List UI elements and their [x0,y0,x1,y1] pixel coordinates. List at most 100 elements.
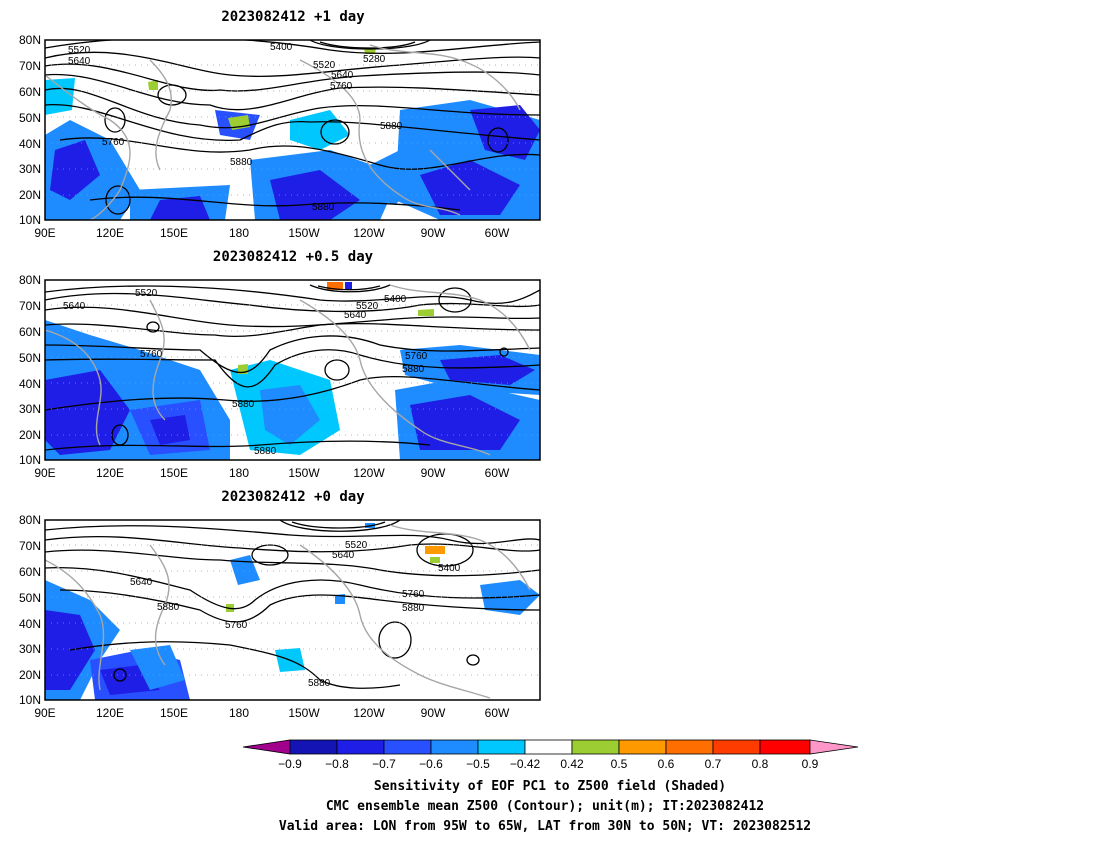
lat-tick: 50N [19,591,41,605]
lat-tick: 10N [19,213,41,227]
colorbar-swatch [289,739,338,755]
lon-tick: 90E [34,466,55,480]
colorbar-tick: 0.6 [658,757,675,771]
colorbar-tick: 0.42 [560,757,584,771]
colorbar-tick: 0.7 [705,757,722,771]
lon-tick: 150E [160,466,188,480]
contour-labels: 5520 5640 5760 5880 5880 5400 5520 5640 … [63,288,428,457]
colorbar-tick: −0.7 [372,757,396,771]
lon-tick: 90W [421,466,446,480]
colorbar-swatch [665,739,714,755]
lon-tick: 90E [34,226,55,240]
lon-tick: 120E [96,226,124,240]
caption-line-3: Valid area: LON from 95W to 65W, LAT fro… [279,819,811,834]
lon-tick: 90W [421,226,446,240]
colorbar-swatch [712,739,761,755]
coastlines [45,524,531,699]
contour-label: 5880 [312,202,335,213]
lat-tick: 30N [19,162,41,176]
contour-label: 5760 [330,81,353,92]
lon-tick: 150W [288,706,320,720]
map-frame [44,39,541,221]
lat-tick: 20N [19,188,41,202]
contour-label: 5400 [438,563,461,574]
colorbar-swatch [524,739,573,755]
lat-tick: 30N [19,402,41,416]
contour-label: 5760 [405,351,428,362]
lon-tick: 60W [485,706,510,720]
contour-lines [45,284,540,451]
lat-tick: 70N [19,299,41,313]
contour-lines [45,40,540,215]
lat-tick: 40N [19,377,41,391]
contour-label: 5400 [270,42,293,53]
contour-label: 5880 [402,603,425,614]
contour-label: 5520 [135,288,158,299]
contour-label: 5520 [313,60,336,71]
lon-axis: 90E 120E 150E 180 150W 120W 90W 60W [34,706,510,720]
lon-tick: 150W [288,226,320,240]
lon-tick: 180 [229,706,249,720]
lat-tick: 60N [19,325,41,339]
caption-line-1: Sensitivity of EOF PC1 to Z500 field (Sh… [374,779,726,794]
lon-tick: 90W [421,706,446,720]
contour-label: 5520 [68,45,91,56]
lat-tick: 20N [19,428,41,442]
lat-tick: 60N [19,565,41,579]
lon-tick: 120W [353,706,385,720]
panel-plus-1-day: 2023082412 +1 day [19,9,541,240]
lon-tick: 120E [96,466,124,480]
contour-label: 5520 [356,301,379,312]
colorbar-tick: −0.9 [278,757,302,771]
contour-label: 5880 [232,399,255,410]
colorbar-tick: 0.8 [752,757,769,771]
panel-title: 2023082412 +0 day [221,489,365,505]
coastlines [45,44,521,220]
lat-tick: 80N [19,513,41,527]
colorbar-swatch [336,739,385,755]
lat-axis: 80N 70N 60N 50N 40N 30N 20N 10N [19,33,41,227]
colorbar-tick: −0.42 [510,757,541,771]
lat-tick: 30N [19,642,41,656]
colorbar-tick: −0.5 [466,757,490,771]
contour-labels: 5520 5640 5640 5880 5760 5400 5760 5880 … [130,540,461,689]
lat-tick: 50N [19,111,41,125]
contour-label: 5640 [331,70,354,81]
colorbar-high-arrow [809,739,859,755]
colorbar-tick: −0.6 [419,757,443,771]
lat-tick: 20N [19,668,41,682]
caption-line-2: CMC ensemble mean Z500 (Contour); unit(m… [326,799,764,814]
sensitivity-shading [45,48,540,220]
lat-tick: 70N [19,59,41,73]
contour-label: 5880 [308,678,331,689]
contour-labels: 5400 5520 5640 5760 5880 5280 5520 5640 … [68,42,403,213]
contour-label: 5880 [380,121,403,132]
lat-tick: 50N [19,351,41,365]
lon-tick: 150E [160,706,188,720]
lon-tick: 180 [229,466,249,480]
contour-label: 5760 [225,620,248,631]
colorbar-tick: 0.9 [802,757,819,771]
panel-plus-0-5-day: 2023082412 +0.5 day [19,249,541,480]
lon-tick: 150W [288,466,320,480]
map-frame [44,279,541,461]
sensitivity-shading [45,523,540,700]
contour-label: 5880 [402,364,425,375]
contour-label: 5640 [68,56,91,67]
lon-tick: 150E [160,226,188,240]
map-frame [44,519,541,701]
lon-tick: 120W [353,466,385,480]
lon-axis: 90E 120E 150E 180 150W 120W 90W 60W [34,466,510,480]
panel-plus-0-day: 2023082412 +0 day [19,489,541,720]
lat-tick: 40N [19,617,41,631]
colorbar-tick: 0.5 [611,757,628,771]
lat-tick: 80N [19,273,41,287]
caption: Sensitivity of EOF PC1 to Z500 field (Sh… [279,779,811,834]
lon-axis: 90E 120E 150E 180 150W 120W 90W 60W [34,226,510,240]
colorbar-swatch [759,739,811,755]
colorbar-swatch [618,739,667,755]
lon-tick: 120E [96,706,124,720]
sensitivity-shading [45,282,540,460]
panel-title: 2023082412 +0.5 day [213,249,374,265]
lat-tick: 60N [19,85,41,99]
